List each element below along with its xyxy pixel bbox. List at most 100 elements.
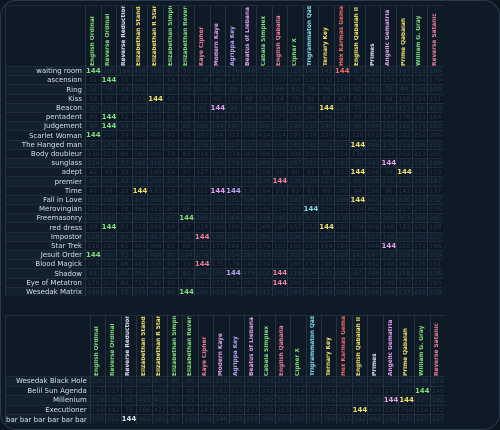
value-cell[interactable]: 224 bbox=[333, 148, 350, 159]
cipher-header-prime-qabalah[interactable]: Prime Qabalah bbox=[398, 315, 415, 377]
value-cell[interactable]: 136 bbox=[89, 376, 106, 387]
value-cell[interactable]: 103 bbox=[333, 167, 350, 177]
value-cell[interactable]: 94 bbox=[396, 84, 413, 95]
value-cell[interactable]: 468 bbox=[151, 385, 168, 396]
value-cell[interactable]: 309 bbox=[259, 404, 276, 415]
value-cell[interactable]: 162 bbox=[380, 121, 397, 131]
value-cell[interactable]: 92 bbox=[302, 93, 319, 104]
value-cell[interactable]: 160 bbox=[287, 240, 304, 251]
value-cell[interactable]: 193 bbox=[287, 194, 304, 205]
value-cell[interactable]: 94 bbox=[380, 93, 397, 104]
value-cell[interactable]: 199 bbox=[318, 286, 335, 297]
value-cell[interactable]: 253 bbox=[228, 385, 245, 396]
value-cell[interactable]: 82 bbox=[209, 84, 226, 95]
value-cell[interactable]: 382 bbox=[365, 112, 381, 122]
value-cell[interactable]: 144 bbox=[100, 112, 117, 122]
value-cell[interactable]: 144 bbox=[302, 204, 319, 214]
value-cell[interactable]: 73 bbox=[178, 259, 195, 269]
value-cell[interactable]: 151 bbox=[85, 213, 102, 223]
value-cell[interactable]: 144 bbox=[225, 268, 242, 279]
cipher-header-agrippa-key[interactable]: Agrippa Key bbox=[225, 5, 242, 67]
cipher-header-reverse-satanic[interactable]: Reverse Satanic bbox=[429, 315, 445, 377]
value-cell[interactable]: 96 bbox=[380, 185, 397, 196]
value-cell[interactable]: 159 bbox=[302, 231, 319, 242]
value-cell[interactable]: 434 bbox=[256, 130, 273, 141]
value-cell[interactable]: 184 bbox=[209, 112, 226, 122]
value-cell[interactable]: 87 bbox=[349, 268, 366, 279]
value-cell[interactable]: 117 bbox=[349, 231, 366, 242]
value-cell[interactable]: 570 bbox=[131, 286, 148, 297]
value-cell[interactable]: 274 bbox=[193, 250, 211, 260]
value-cell[interactable]: 160 bbox=[349, 277, 366, 288]
value-cell[interactable]: 160 bbox=[209, 75, 226, 85]
value-cell[interactable]: 442 bbox=[365, 158, 381, 168]
value-cell[interactable]: 94 bbox=[209, 167, 226, 177]
value-cell[interactable]: 144 bbox=[271, 277, 288, 288]
value-cell[interactable]: 175 bbox=[411, 121, 428, 131]
value-cell[interactable]: 222 bbox=[396, 231, 413, 242]
value-cell[interactable]: 196 bbox=[427, 158, 443, 168]
value-cell[interactable]: 236 bbox=[256, 112, 273, 122]
value-cell[interactable]: 609 bbox=[367, 404, 384, 415]
value-cell[interactable]: 136 bbox=[427, 268, 443, 279]
value-cell[interactable]: 143 bbox=[240, 167, 257, 177]
value-cell[interactable]: 200 bbox=[271, 286, 288, 297]
phrase-label[interactable]: bar bar bar bar bar bar bbox=[5, 414, 91, 424]
value-cell[interactable]: 29 bbox=[162, 185, 179, 196]
value-cell[interactable]: 103 bbox=[427, 102, 443, 113]
value-cell[interactable]: 196 bbox=[287, 231, 304, 242]
value-cell[interactable]: 96 bbox=[178, 204, 195, 214]
value-cell[interactable]: 70 bbox=[178, 65, 195, 76]
cipher-header-prime-qabalah[interactable]: Prime Qabalah bbox=[396, 5, 413, 67]
value-cell[interactable]: 350 bbox=[147, 194, 164, 205]
value-cell[interactable]: 86 bbox=[225, 84, 242, 95]
value-cell[interactable]: 227 bbox=[318, 130, 335, 141]
value-cell[interactable]: 187 bbox=[287, 286, 304, 297]
value-cell[interactable]: 132 bbox=[318, 75, 335, 85]
phrase-label[interactable]: Time bbox=[5, 185, 86, 196]
value-cell[interactable]: 276 bbox=[256, 240, 273, 251]
value-cell[interactable]: 144 bbox=[349, 139, 366, 150]
value-cell[interactable]: 110 bbox=[85, 194, 102, 205]
value-cell[interactable]: 170 bbox=[411, 222, 428, 233]
value-cell[interactable]: 93 bbox=[100, 167, 117, 177]
value-cell[interactable]: 302 bbox=[197, 376, 214, 387]
value-cell[interactable]: 400 bbox=[131, 121, 148, 131]
value-cell[interactable]: 175 bbox=[411, 158, 428, 168]
value-cell[interactable]: 249 bbox=[429, 385, 445, 396]
value-cell[interactable]: 162 bbox=[333, 222, 350, 233]
value-cell[interactable]: 229 bbox=[382, 376, 399, 387]
value-cell[interactable]: 145 bbox=[333, 176, 350, 187]
value-cell[interactable]: 202 bbox=[380, 204, 397, 214]
phrase-label[interactable]: sunglass bbox=[5, 158, 86, 168]
value-cell[interactable]: 365 bbox=[151, 414, 168, 424]
value-cell[interactable]: 122 bbox=[147, 84, 164, 95]
value-cell[interactable]: 162 bbox=[427, 121, 443, 131]
value-cell[interactable]: 590 bbox=[136, 385, 153, 396]
value-cell[interactable]: 104 bbox=[302, 268, 319, 279]
phrase-label[interactable]: Fall in Love bbox=[5, 194, 86, 205]
value-cell[interactable]: 216 bbox=[380, 250, 397, 260]
value-cell[interactable]: 54 bbox=[271, 93, 288, 104]
value-cell[interactable]: 61 bbox=[162, 65, 179, 76]
value-cell[interactable]: 88 bbox=[182, 385, 199, 396]
value-cell[interactable]: 121 bbox=[318, 268, 335, 279]
value-cell[interactable]: 601 bbox=[367, 385, 384, 396]
value-cell[interactable]: 99 bbox=[85, 222, 102, 233]
value-cell[interactable]: 409 bbox=[365, 222, 381, 233]
value-cell[interactable]: 110 bbox=[256, 93, 273, 104]
value-cell[interactable]: 91 bbox=[349, 176, 366, 187]
value-cell[interactable]: 582 bbox=[147, 277, 164, 288]
cipher-header-modern-kaye[interactable]: Modern Kaye bbox=[213, 315, 230, 377]
value-cell[interactable]: 277 bbox=[209, 277, 226, 288]
value-cell[interactable]: 128 bbox=[287, 65, 304, 76]
value-cell[interactable]: 177 bbox=[209, 240, 226, 251]
value-cell[interactable]: 568 bbox=[365, 286, 381, 297]
value-cell[interactable]: 158 bbox=[396, 268, 413, 279]
value-cell[interactable]: 144 bbox=[380, 240, 397, 251]
cipher-header-reverse-satanic[interactable]: Reverse Satanic bbox=[427, 5, 443, 67]
value-cell[interactable]: 232 bbox=[427, 231, 443, 242]
value-cell[interactable]: 183 bbox=[396, 222, 413, 233]
phrase-label[interactable]: Jesuit Order bbox=[5, 250, 86, 260]
cipher-header-trigrammaton-qabalah[interactable]: Trigrammaton Qabalah bbox=[305, 315, 322, 377]
